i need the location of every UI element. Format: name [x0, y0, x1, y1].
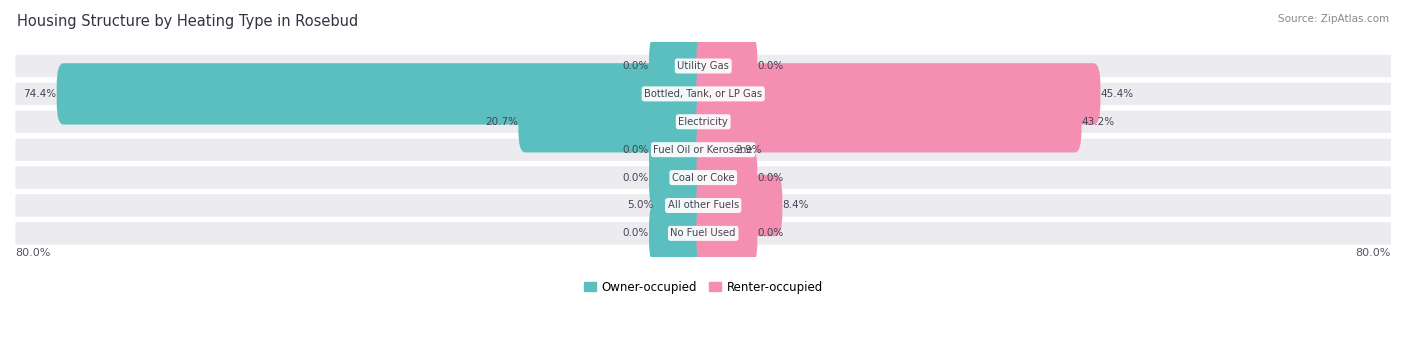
Text: 45.4%: 45.4%	[1101, 89, 1133, 99]
Text: No Fuel Used: No Fuel Used	[671, 228, 735, 238]
Text: 0.0%: 0.0%	[623, 173, 650, 182]
Text: 0.0%: 0.0%	[758, 228, 783, 238]
Text: 74.4%: 74.4%	[24, 89, 56, 99]
FancyBboxPatch shape	[15, 138, 1391, 161]
Text: 0.0%: 0.0%	[623, 61, 650, 71]
Text: 0.0%: 0.0%	[623, 228, 650, 238]
Text: All other Fuels: All other Fuels	[668, 201, 738, 210]
Text: Coal or Coke: Coal or Coke	[672, 173, 734, 182]
Text: 0.0%: 0.0%	[758, 173, 783, 182]
FancyBboxPatch shape	[696, 63, 1101, 124]
Text: 20.7%: 20.7%	[485, 117, 519, 127]
Text: 0.0%: 0.0%	[758, 61, 783, 71]
Text: 5.0%: 5.0%	[627, 201, 654, 210]
FancyBboxPatch shape	[696, 147, 758, 208]
FancyBboxPatch shape	[650, 119, 710, 180]
FancyBboxPatch shape	[56, 63, 710, 124]
FancyBboxPatch shape	[15, 166, 1391, 189]
FancyBboxPatch shape	[696, 175, 782, 236]
FancyBboxPatch shape	[15, 222, 1391, 244]
Text: Utility Gas: Utility Gas	[678, 61, 730, 71]
FancyBboxPatch shape	[696, 91, 1081, 152]
Text: 2.9%: 2.9%	[735, 145, 762, 155]
Text: 8.4%: 8.4%	[782, 201, 808, 210]
Text: Source: ZipAtlas.com: Source: ZipAtlas.com	[1278, 14, 1389, 24]
FancyBboxPatch shape	[650, 147, 710, 208]
FancyBboxPatch shape	[15, 83, 1391, 105]
Text: Bottled, Tank, or LP Gas: Bottled, Tank, or LP Gas	[644, 89, 762, 99]
FancyBboxPatch shape	[696, 119, 735, 180]
Text: 80.0%: 80.0%	[1355, 249, 1391, 258]
FancyBboxPatch shape	[15, 110, 1391, 133]
Text: 80.0%: 80.0%	[15, 249, 51, 258]
FancyBboxPatch shape	[654, 175, 710, 236]
FancyBboxPatch shape	[650, 203, 710, 264]
Legend: Owner-occupied, Renter-occupied: Owner-occupied, Renter-occupied	[579, 276, 827, 298]
FancyBboxPatch shape	[650, 35, 710, 97]
Text: 0.0%: 0.0%	[623, 145, 650, 155]
FancyBboxPatch shape	[696, 35, 758, 97]
FancyBboxPatch shape	[15, 55, 1391, 77]
Text: 43.2%: 43.2%	[1081, 117, 1115, 127]
FancyBboxPatch shape	[15, 194, 1391, 217]
FancyBboxPatch shape	[696, 203, 758, 264]
FancyBboxPatch shape	[519, 91, 710, 152]
Text: Electricity: Electricity	[678, 117, 728, 127]
Text: Housing Structure by Heating Type in Rosebud: Housing Structure by Heating Type in Ros…	[17, 14, 359, 29]
Text: Fuel Oil or Kerosene: Fuel Oil or Kerosene	[654, 145, 754, 155]
